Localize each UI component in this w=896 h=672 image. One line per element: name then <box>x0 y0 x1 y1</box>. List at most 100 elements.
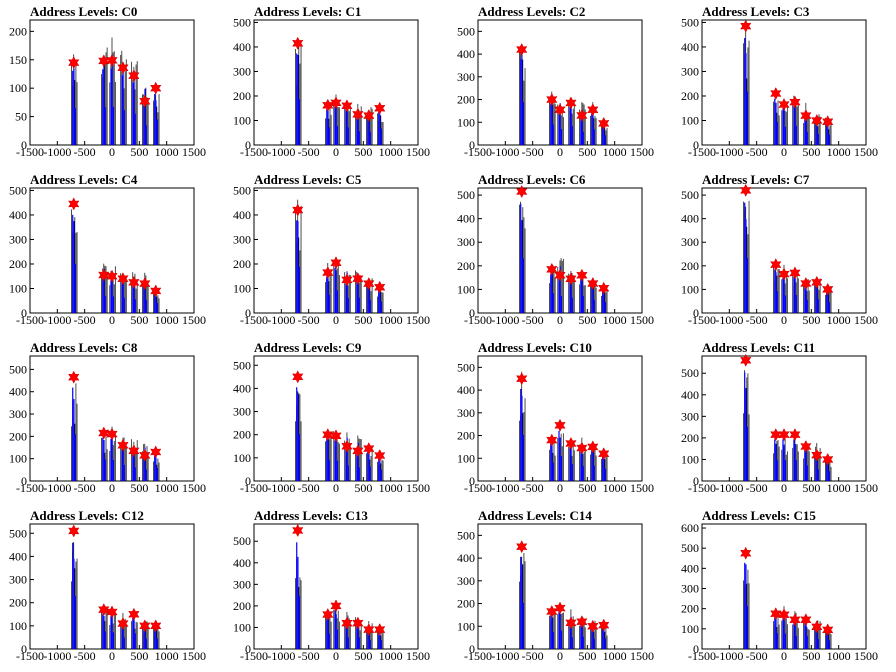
y-tick-label: 0 <box>245 642 251 656</box>
y-tick-label: 0 <box>469 474 475 488</box>
level-marker <box>576 268 588 282</box>
chart-svg: Address Levels: C80100200300400500-1500-… <box>9 340 206 495</box>
level-marker <box>68 56 80 70</box>
x-tick-label: 0 <box>109 145 115 159</box>
chart-title: Address Levels: C12 <box>30 508 144 523</box>
level-marker <box>341 99 353 113</box>
y-tick-label: 300 <box>9 232 27 246</box>
level-marker <box>150 445 162 459</box>
x-tick-label: 500 <box>354 649 372 663</box>
chart-title: Address Levels: C2 <box>478 4 585 19</box>
x-tick-label: 500 <box>802 145 820 159</box>
x-tick-label: -500 <box>746 481 768 495</box>
x-tick-label: -1000 <box>43 481 71 495</box>
x-tick-label: 500 <box>130 649 148 663</box>
y-tick-label: 200 <box>681 602 699 616</box>
level-marker <box>98 268 110 282</box>
level-marker <box>800 439 812 454</box>
y-tick-label: 0 <box>245 138 251 152</box>
level-marker <box>341 439 353 453</box>
x-tick-label: 0 <box>781 145 787 159</box>
x-tick-label: 1000 <box>379 313 403 327</box>
level-marker <box>352 272 364 286</box>
y-tick-label: 500 <box>457 360 475 374</box>
x-tick-label: 1000 <box>155 481 179 495</box>
x-tick-label: -1000 <box>43 649 71 663</box>
y-tick-label: 200 <box>233 428 251 442</box>
x-tick-label: -1500 <box>688 145 716 159</box>
chart-panel-c0: Address Levels: C0 0 50 100 150 200 -1500 -1000… <box>0 0 224 168</box>
y-tick-label: 200 <box>681 431 699 445</box>
level-marker <box>811 620 823 634</box>
level-marker <box>150 619 162 633</box>
x-tick-label: -1000 <box>43 313 71 327</box>
x-tick-label: 0 <box>557 481 563 495</box>
chart-svg: Address Levels: C90100200300400500-1500-… <box>233 340 430 495</box>
x-tick-label: -1000 <box>715 481 743 495</box>
level-marker <box>740 546 752 560</box>
y-tick-label: 100 <box>457 282 475 296</box>
chart-title: Address Levels: C7 <box>702 172 810 187</box>
level-marker <box>778 267 790 281</box>
y-tick-label: 500 <box>681 541 699 555</box>
y-tick-label: 300 <box>233 577 251 591</box>
x-tick-label: -1000 <box>715 145 743 159</box>
y-tick-label: 100 <box>681 282 699 296</box>
level-marker <box>789 613 801 627</box>
chart-title: Address Levels: C9 <box>254 340 362 355</box>
level-marker <box>822 282 834 296</box>
chart-panel-c6: Address Levels: C6 0 100 200 300 400 500 -1500-… <box>448 168 672 336</box>
chart-panel-c1: Address Levels: C1 0 100 200 300 400 500 -1500-… <box>224 0 448 168</box>
level-marker <box>598 116 610 130</box>
level-marker <box>292 203 304 217</box>
x-tick-label: 1500 <box>854 649 878 663</box>
level-marker <box>106 427 118 441</box>
y-tick-label: 200 <box>9 257 27 271</box>
chart-svg: Address Levels: C60100200300400500-1500-… <box>457 172 654 327</box>
level-marker <box>789 266 801 280</box>
level-marker <box>587 619 599 633</box>
x-tick-label: -1000 <box>491 649 519 663</box>
x-tick-label: 500 <box>578 481 596 495</box>
x-tick-label: 500 <box>578 145 596 159</box>
x-tick-label: 500 <box>578 649 596 663</box>
level-marker <box>598 281 610 295</box>
y-tick-label: 150 <box>9 53 27 67</box>
x-tick-label: 0 <box>781 649 787 663</box>
level-marker <box>106 605 118 619</box>
y-tick-label: 500 <box>9 526 27 540</box>
y-tick-label: 50 <box>15 110 27 124</box>
x-tick-label: -1500 <box>240 145 268 159</box>
chart-panel-c15: Address Levels: C15 0 100 200 300 400 500 600 -1… <box>672 504 896 672</box>
x-tick-label: 1500 <box>182 313 206 327</box>
level-marker <box>554 268 566 282</box>
y-tick-label: 400 <box>457 383 475 397</box>
chart-svg: Address Levels: C14 0 100 200 300 400 500 -1500… <box>457 508 654 663</box>
y-tick-label: 500 <box>681 188 699 202</box>
x-tick-label: -500 <box>298 145 320 159</box>
x-tick-label: -1500 <box>16 481 44 495</box>
y-tick-label: 400 <box>9 549 27 563</box>
x-tick-label: -500 <box>74 313 96 327</box>
level-marker <box>117 616 129 631</box>
y-tick-label: 200 <box>681 89 699 103</box>
y-tick-label: 100 <box>681 113 699 127</box>
chart-svg: Address Levels: C10 0 100 200 300 400 500 -1500… <box>457 340 654 495</box>
y-tick-label: 500 <box>457 24 475 38</box>
y-tick-label: 100 <box>233 620 251 634</box>
level-marker <box>565 436 577 451</box>
y-tick-label: 300 <box>681 582 699 596</box>
x-tick-label: 1000 <box>379 145 403 159</box>
level-marker <box>322 607 334 622</box>
level-marker <box>740 19 752 33</box>
y-tick-label: 100 <box>233 451 251 465</box>
x-tick-label: 500 <box>802 649 820 663</box>
x-tick-label: -1500 <box>16 649 44 663</box>
y-tick-label: 300 <box>233 232 251 246</box>
y-tick-label: 0 <box>21 642 27 656</box>
y-tick-label: 100 <box>233 113 251 127</box>
x-tick-label: -1500 <box>16 145 44 159</box>
x-tick-label: -500 <box>522 145 544 159</box>
level-marker <box>117 61 129 75</box>
level-marker <box>330 599 342 613</box>
